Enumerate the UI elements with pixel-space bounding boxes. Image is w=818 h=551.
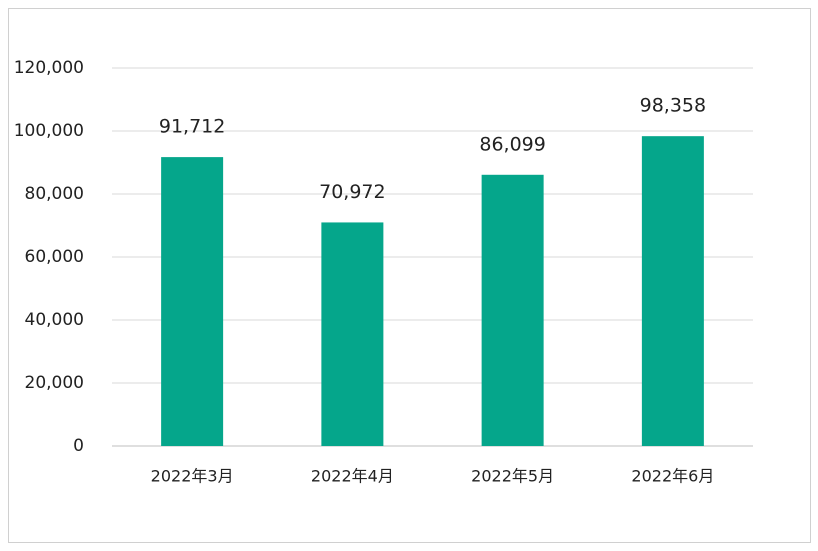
x-tick-label: 2022年5月: [471, 467, 554, 486]
y-tick-label: 100,000: [14, 121, 84, 141]
x-tick-label: 2022年3月: [151, 467, 234, 486]
bar: [641, 136, 704, 446]
bar: [481, 174, 544, 446]
value-label: 86,099: [479, 133, 545, 155]
y-tick-label: 120,000: [14, 58, 84, 78]
bar: [321, 222, 384, 446]
value-label: 91,712: [159, 116, 225, 138]
value-label: 70,972: [319, 181, 385, 203]
x-tick-label: 2022年6月: [631, 467, 714, 486]
value-label: 98,358: [640, 95, 706, 117]
x-tick-label: 2022年4月: [311, 467, 394, 486]
y-tick-label: 80,000: [25, 184, 84, 204]
y-tick-label: 0: [73, 436, 84, 456]
bar: [161, 157, 224, 447]
y-tick-label: 60,000: [25, 247, 84, 267]
y-tick-label: 40,000: [25, 310, 84, 330]
y-tick-label: 20,000: [25, 373, 84, 393]
